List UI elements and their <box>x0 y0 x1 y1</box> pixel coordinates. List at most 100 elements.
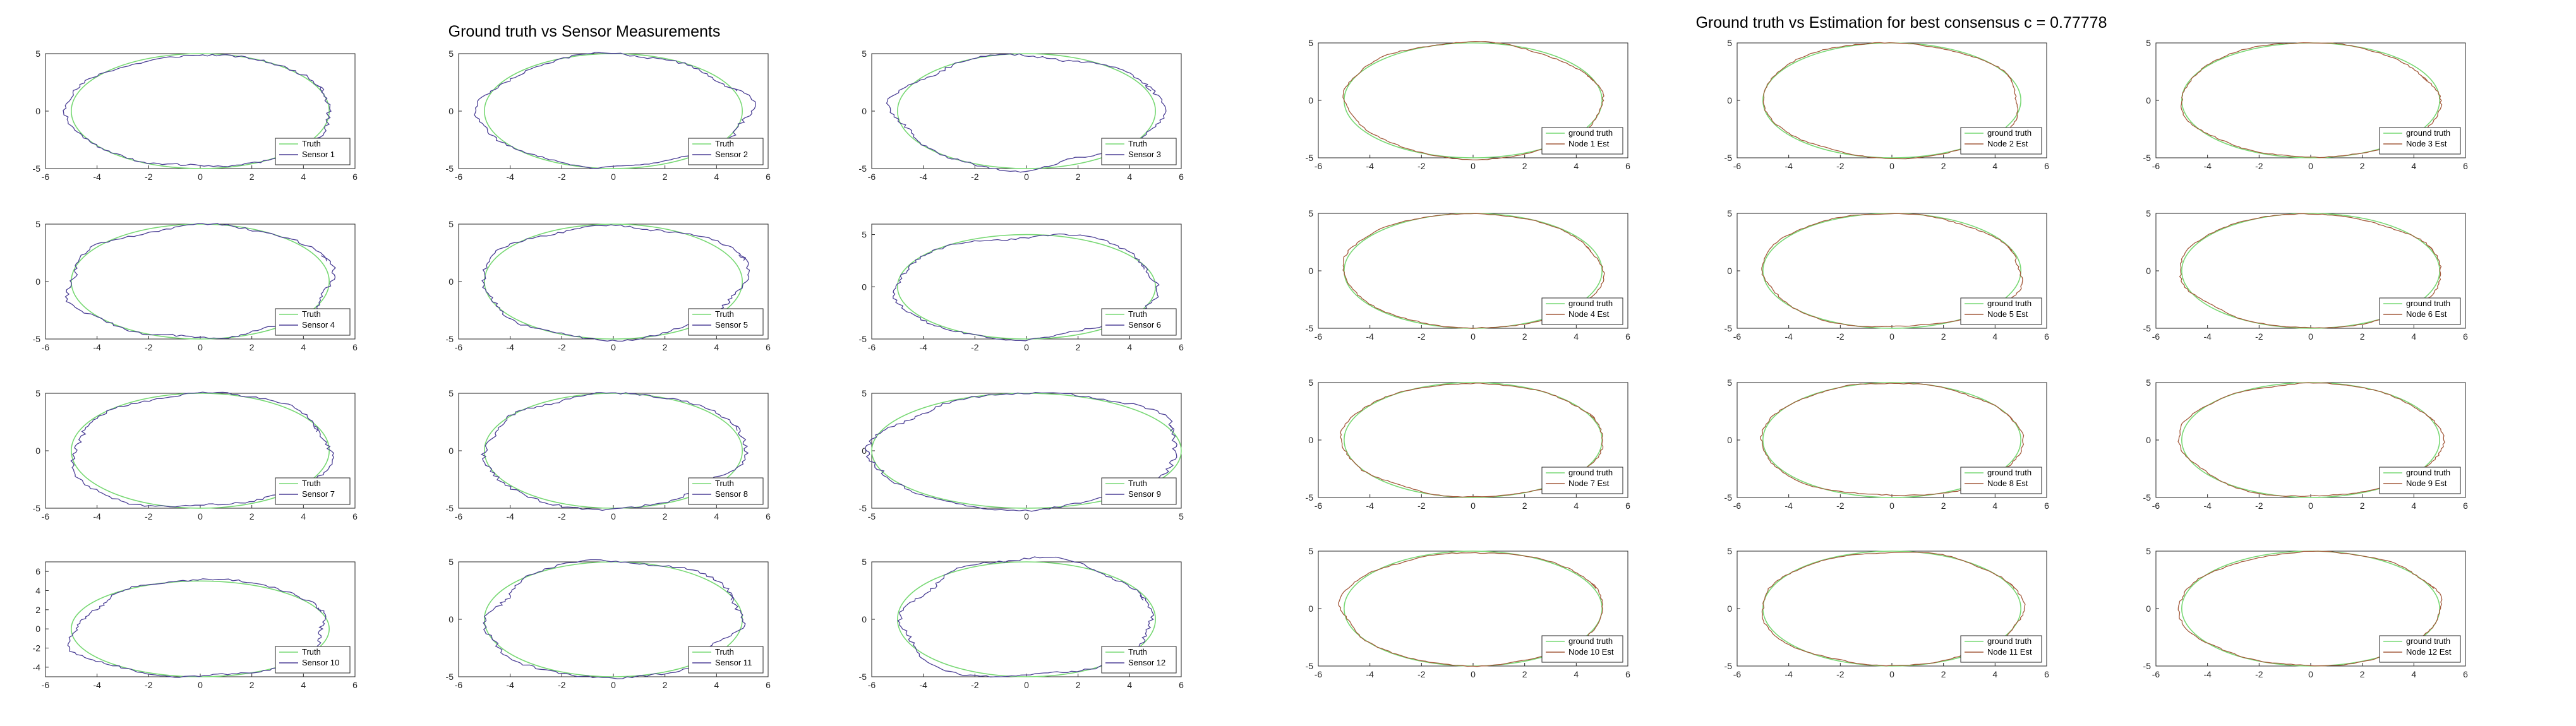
x-tick-label: 0 <box>1889 501 1894 511</box>
x-tick-label: 6 <box>1179 342 1184 352</box>
x-tick-label: 4 <box>1992 161 1997 171</box>
x-tick-label: -6 <box>42 511 50 521</box>
y-tick-label: 5 <box>862 49 867 59</box>
x-tick-label: 2 <box>1522 669 1527 679</box>
axes-box <box>1318 382 1628 498</box>
legend-box <box>1541 127 1623 155</box>
x-tick-label: 6 <box>1625 161 1630 171</box>
x-tick-label: -2 <box>145 172 153 182</box>
y-tick-label: 5 <box>448 219 454 229</box>
y-tick-label: -4 <box>33 662 41 672</box>
y-tick-label: -5 <box>33 334 41 344</box>
legend-entry: Node 1 Est <box>1568 139 1610 148</box>
x-tick-label: 2 <box>2360 331 2365 342</box>
x-tick-label: -4 <box>2203 501 2212 511</box>
x-tick-label: -2 <box>145 511 153 521</box>
y-tick-label: 5 <box>448 49 454 59</box>
y-tick-label: 0 <box>1308 266 1313 276</box>
legend: ground truth Node 9 Est <box>2379 467 2461 494</box>
x-tick-label: 0 <box>1024 511 1029 521</box>
legend-box <box>275 477 351 505</box>
x-tick-label: -6 <box>1733 501 1742 511</box>
legend-entry: Truth <box>1128 479 1147 488</box>
legend-entry: ground truth <box>2406 636 2450 646</box>
y-tick-label: 0 <box>2146 604 2151 614</box>
y-tick-label: 0 <box>1727 95 1732 105</box>
y-tick-label: -5 <box>1306 323 1314 333</box>
x-tick-label: -4 <box>93 172 101 182</box>
truth-curve <box>1762 382 2021 498</box>
legend-box <box>1541 297 1623 325</box>
y-tick-label: -5 <box>2143 323 2152 333</box>
legend-entry: Truth <box>302 139 321 148</box>
y-tick-label: -5 <box>1724 153 1733 163</box>
legend-box <box>688 477 764 505</box>
x-tick-label: -6 <box>868 172 876 182</box>
x-tick-label: 6 <box>1625 501 1630 511</box>
legend-entry: Node 5 Est <box>1987 309 2028 319</box>
x-tick-label: 2 <box>2360 501 2365 511</box>
x-tick-label: -4 <box>919 680 927 690</box>
sensor-subplot-2: -6 -4 -2 0 2 4 6 -5 0 5 Truth Sensor 2 <box>446 49 771 182</box>
y-tick-label: 5 <box>448 557 454 567</box>
x-tick-label: 6 <box>766 342 771 352</box>
y-tick-label: 5 <box>862 557 867 567</box>
x-tick-label: 4 <box>1992 501 1997 511</box>
x-tick-label: -4 <box>506 680 514 690</box>
x-tick-label: 6 <box>1179 680 1184 690</box>
legend-box <box>275 308 351 336</box>
legend-entry: Sensor 7 <box>302 489 335 499</box>
x-tick-label: -6 <box>455 342 463 352</box>
y-tick-label: -5 <box>446 672 454 682</box>
legend-entry: Node 3 Est <box>2406 139 2447 148</box>
y-tick-label: -5 <box>859 164 867 174</box>
legend-entry: Truth <box>715 309 734 319</box>
x-tick-label: 4 <box>301 680 306 690</box>
x-tick-label: 4 <box>301 342 306 352</box>
x-tick-label: 4 <box>1574 331 1579 342</box>
x-tick-label: 2 <box>1076 342 1081 352</box>
y-tick-label: 0 <box>1727 435 1732 445</box>
y-tick-label: 0 <box>2146 266 2151 276</box>
x-tick-label: -6 <box>1733 669 1742 679</box>
y-tick-label: 0 <box>35 106 40 116</box>
x-tick-label: 2 <box>1522 501 1527 511</box>
legend: ground truth Node 7 Est <box>1541 467 1623 494</box>
x-tick-label: -4 <box>1785 161 1793 171</box>
y-tick-label: 5 <box>1727 378 1732 388</box>
x-tick-label: 2 <box>1941 331 1946 342</box>
x-tick-label: 2 <box>250 680 255 690</box>
y-tick-label: -5 <box>859 672 867 682</box>
x-tick-label: -4 <box>93 342 101 352</box>
y-tick-label: -5 <box>859 334 867 344</box>
legend-entry: Node 8 Est <box>1987 479 2028 488</box>
x-tick-label: 4 <box>2411 669 2416 679</box>
truth-curve <box>484 393 743 509</box>
x-tick-label: -5 <box>868 511 876 521</box>
x-tick-label: 6 <box>352 680 358 690</box>
y-tick-label: 0 <box>35 446 40 456</box>
legend-box <box>2379 467 2461 494</box>
x-tick-label: -2 <box>558 680 566 690</box>
x-tick-label: 4 <box>1992 331 1997 342</box>
x-tick-label: 4 <box>1127 680 1132 690</box>
x-tick-label: 2 <box>1076 172 1081 182</box>
x-tick-label: 0 <box>1471 331 1476 342</box>
x-tick-label: 2 <box>250 342 255 352</box>
x-tick-label: 2 <box>1941 161 1946 171</box>
x-tick-label: 6 <box>2044 501 2049 511</box>
x-tick-label: -2 <box>971 680 979 690</box>
x-tick-label: 6 <box>352 511 358 521</box>
x-tick-label: -4 <box>919 342 927 352</box>
x-tick-label: 6 <box>2463 669 2468 679</box>
x-tick-label: 4 <box>1992 669 1997 679</box>
right-figure-title: Ground truth vs Estimation for best cons… <box>1695 14 2107 32</box>
x-tick-label: -6 <box>1315 161 1323 171</box>
